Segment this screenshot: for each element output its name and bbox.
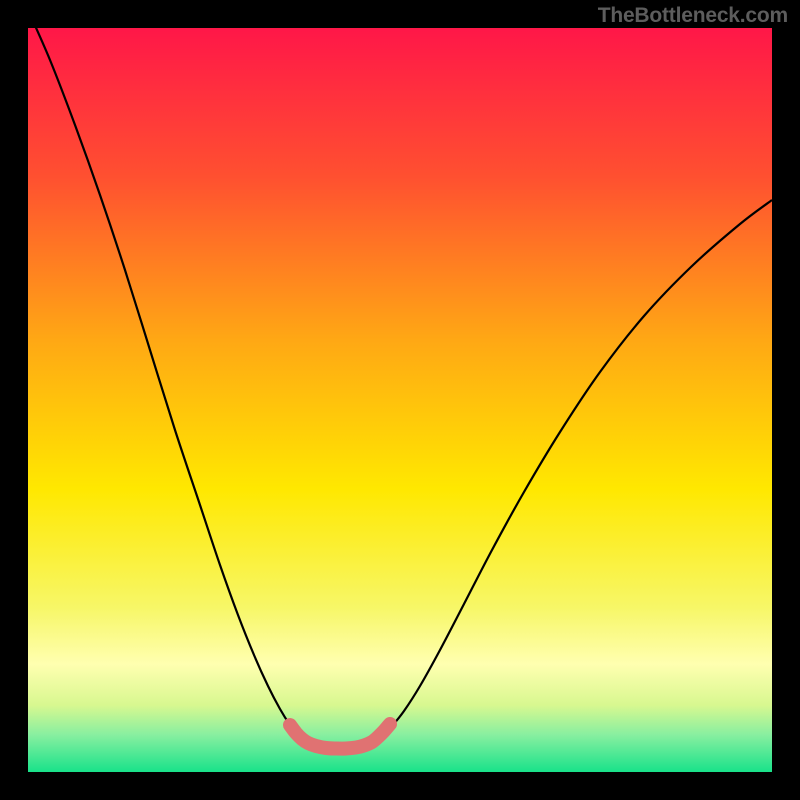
watermark-text: TheBottleneck.com bbox=[598, 4, 788, 28]
bottleneck-chart bbox=[0, 0, 800, 800]
gradient-panel bbox=[28, 28, 772, 772]
